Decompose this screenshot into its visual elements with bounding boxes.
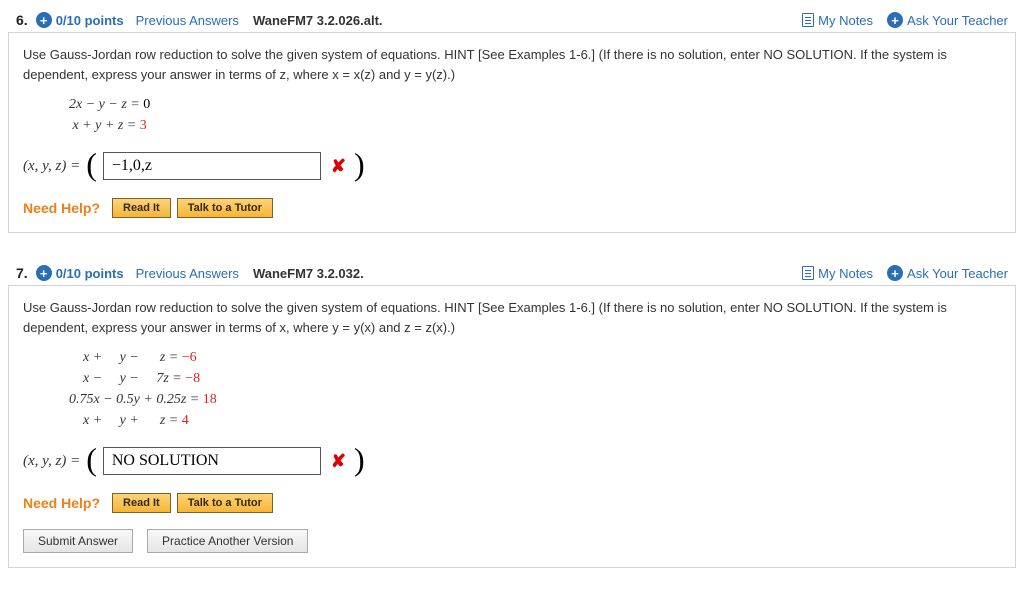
ask-teacher-label: Ask Your Teacher	[907, 266, 1008, 281]
eq-lhs: x + y − z =	[69, 350, 178, 365]
open-paren: (	[84, 148, 99, 180]
eq-rhs: −6	[182, 350, 197, 365]
points-badge: 0/10 points	[56, 13, 124, 28]
open-paren: (	[84, 443, 99, 475]
read-it-button[interactable]: Read It	[112, 198, 171, 218]
question-number: 7.	[16, 265, 28, 281]
my-notes-link[interactable]: My Notes	[802, 266, 873, 281]
question-7: 7. + 0/10 points Previous Answers WaneFM…	[8, 261, 1016, 568]
ask-teacher-link[interactable]: + Ask Your Teacher	[887, 265, 1008, 281]
answer-line: (x, y, z) = ( ✘ )	[23, 150, 1001, 182]
eq-rhs: 18	[203, 392, 217, 407]
book-reference: WaneFM7 3.2.032.	[253, 266, 364, 281]
equations: x + y − z = −6 x − y − 7z = −8 0.75x − 0…	[69, 347, 1001, 431]
eq-rhs: −8	[185, 371, 200, 386]
eq-rhs: 3	[140, 118, 147, 133]
question-6: 6. + 0/10 points Previous Answers WaneFM…	[8, 8, 1016, 233]
my-notes-label: My Notes	[818, 13, 873, 28]
notes-icon	[802, 266, 814, 280]
answer-lhs: (x, y, z) =	[23, 158, 80, 175]
incorrect-x-icon: ✘	[331, 451, 346, 472]
expand-icon[interactable]: +	[36, 265, 52, 281]
answer-input[interactable]	[103, 447, 321, 475]
need-help-label: Need Help?	[23, 200, 100, 216]
question-header: 7. + 0/10 points Previous Answers WaneFM…	[8, 261, 1016, 286]
expand-icon[interactable]: +	[36, 12, 52, 28]
eq-lhs: x + y + z =	[69, 118, 136, 133]
question-body: Use Gauss-Jordan row reduction to solve …	[8, 33, 1016, 233]
need-help-row: Need Help? Read It Talk to a Tutor	[23, 493, 1001, 513]
previous-answers-link[interactable]: Previous Answers	[136, 266, 239, 281]
talk-tutor-button[interactable]: Talk to a Tutor	[177, 493, 273, 513]
read-it-button[interactable]: Read It	[112, 493, 171, 513]
equations: 2x − y − z = 0 x + y + z = 3	[69, 94, 1001, 136]
question-number: 6.	[16, 12, 28, 28]
eq-lhs: x − y − 7z =	[69, 371, 182, 386]
submit-row: Submit Answer Practice Another Version	[23, 529, 1001, 553]
question-body: Use Gauss-Jordan row reduction to solve …	[8, 286, 1016, 568]
ask-teacher-label: Ask Your Teacher	[907, 13, 1008, 28]
submit-answer-button[interactable]: Submit Answer	[23, 529, 133, 553]
notes-icon	[802, 13, 814, 27]
need-help-label: Need Help?	[23, 495, 100, 511]
prompt-text: Use Gauss-Jordan row reduction to solve …	[23, 45, 1001, 84]
my-notes-label: My Notes	[818, 266, 873, 281]
answer-lhs: (x, y, z) =	[23, 453, 80, 470]
eq-lhs: 2x − y − z =	[69, 97, 140, 112]
eq-rhs: 4	[182, 413, 189, 428]
points-badge: 0/10 points	[56, 266, 124, 281]
plus-icon: +	[887, 265, 903, 281]
close-paren: )	[352, 443, 367, 475]
question-header: 6. + 0/10 points Previous Answers WaneFM…	[8, 8, 1016, 33]
my-notes-link[interactable]: My Notes	[802, 13, 873, 28]
need-help-row: Need Help? Read It Talk to a Tutor	[23, 198, 1001, 218]
book-reference: WaneFM7 3.2.026.alt.	[253, 13, 383, 28]
answer-line: (x, y, z) = ( ✘ )	[23, 445, 1001, 477]
prompt-text: Use Gauss-Jordan row reduction to solve …	[23, 298, 1001, 337]
ask-teacher-link[interactable]: + Ask Your Teacher	[887, 12, 1008, 28]
eq-lhs: 0.75x − 0.5y + 0.25z =	[69, 392, 199, 407]
previous-answers-link[interactable]: Previous Answers	[136, 13, 239, 28]
practice-another-button[interactable]: Practice Another Version	[147, 529, 308, 553]
talk-tutor-button[interactable]: Talk to a Tutor	[177, 198, 273, 218]
eq-rhs: 0	[143, 97, 150, 112]
eq-lhs: x + y + z =	[69, 413, 178, 428]
answer-input[interactable]	[103, 152, 321, 180]
plus-icon: +	[887, 12, 903, 28]
incorrect-x-icon: ✘	[331, 156, 346, 177]
close-paren: )	[352, 148, 367, 180]
